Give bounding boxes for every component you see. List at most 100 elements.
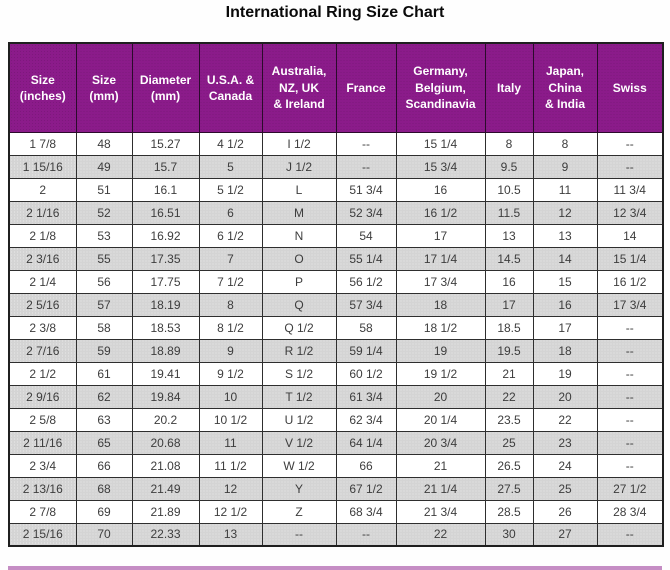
table-cell: 20 1/4: [395, 407, 486, 432]
header-size-mm: Size (mm): [75, 42, 133, 133]
table-cell: 12: [532, 200, 598, 225]
table-cell: N: [261, 223, 337, 248]
table-cell: 19: [395, 338, 486, 363]
table-cell: 14.5: [484, 246, 534, 271]
table-cell: 12 3/4: [596, 200, 664, 225]
table-cell: L: [261, 177, 337, 202]
table-cell: 19.84: [131, 384, 200, 409]
table-cell: 22: [395, 522, 486, 547]
table-cell: 2 11/16: [8, 430, 77, 455]
table-cell: 11: [532, 177, 598, 202]
table-cell: 59: [75, 338, 133, 363]
header-japan-china-india: Japan, China & India: [532, 42, 598, 133]
table-cell: 25: [532, 476, 598, 501]
table-cell: 59 1/4: [335, 338, 397, 363]
table-cell: --: [596, 338, 664, 363]
table-cell: 17: [532, 315, 598, 340]
table-cell: 24: [532, 453, 598, 478]
table-cell: --: [596, 154, 664, 179]
table-cell: 2 3/16: [8, 246, 77, 271]
table-cell: 51 3/4: [335, 177, 397, 202]
table-cell: --: [596, 361, 664, 386]
table-body: 1 7/8 48 15.27 4 1/2 I 1/2 -- 15 1/4 8 8 -- 1 15/1…: [8, 131, 664, 547]
table-cell: U 1/2: [261, 407, 337, 432]
table-row: 2 3/4 66 21.08 11 1/2 W 1/2 66 21 26.5 24 --: [8, 453, 664, 478]
next-section-edge: [8, 566, 662, 570]
table-cell: 17: [395, 223, 486, 248]
table-cell: 21.08: [131, 453, 200, 478]
table-cell: 62: [75, 384, 133, 409]
header-swiss: Swiss: [596, 42, 664, 133]
table-cell: 18.53: [131, 315, 200, 340]
table-cell: 17.75: [131, 269, 200, 294]
table-cell: 10: [198, 384, 263, 409]
table-cell: 7: [198, 246, 263, 271]
table-cell: --: [261, 522, 337, 547]
table-row: 2 13/16 68 21.49 12 Y 67 1/2 21 1/4 27.5 25 27 1/…: [8, 476, 664, 501]
table-row: 2 11/16 65 20.68 11 V 1/2 64 1/4 20 3/4 25 23 --: [8, 430, 664, 455]
table-cell: 15.27: [131, 131, 200, 156]
table-cell: 27.5: [484, 476, 534, 501]
table-cell: 22: [484, 384, 534, 409]
table-cell: I 1/2: [261, 131, 337, 156]
table-cell: Q: [261, 292, 337, 317]
table-cell: 15.7: [131, 154, 200, 179]
table-row: 2 15/16 70 22.33 13 -- -- 22 30 27 --: [8, 522, 664, 547]
header-usa-canada: U.S.A. & Canada: [198, 42, 263, 133]
table-cell: 2 13/16: [8, 476, 77, 501]
table-cell: 8: [532, 131, 598, 156]
table-cell: --: [596, 315, 664, 340]
table-cell: Z: [261, 499, 337, 524]
table-cell: 10.5: [484, 177, 534, 202]
table-cell: 65: [75, 430, 133, 455]
table-cell: --: [596, 407, 664, 432]
table-cell: 58: [75, 315, 133, 340]
table-cell: O: [261, 246, 337, 271]
table-cell: 21: [484, 361, 534, 386]
table-cell: 11 1/2: [198, 453, 263, 478]
table-cell: 62 3/4: [335, 407, 397, 432]
table-row: 2 3/8 58 18.53 8 1/2 Q 1/2 58 18 1/2 18.5 17 --: [8, 315, 664, 340]
page-title: International Ring Size Chart: [225, 4, 445, 21]
table-cell: 60 1/2: [335, 361, 397, 386]
table-cell: 61: [75, 361, 133, 386]
table-cell: 20: [395, 384, 486, 409]
table-cell: Q 1/2: [261, 315, 337, 340]
table-row: 2 1/8 53 16.92 6 1/2 N 54 17 13 13 14: [8, 223, 664, 248]
table-cell: 19 1/2: [395, 361, 486, 386]
table-row: 1 15/16 49 15.7 5 J 1/2 -- 15 3/4 9.5 9 --: [8, 154, 664, 179]
table-row: 2 5/16 57 18.19 8 Q 57 3/4 18 17 16 17 3/4: [8, 292, 664, 317]
table-cell: 17 3/4: [395, 269, 486, 294]
table-cell: 18.19: [131, 292, 200, 317]
table-cell: 2 7/8: [8, 499, 77, 524]
table-cell: 2 15/16: [8, 522, 77, 547]
table-cell: S 1/2: [261, 361, 337, 386]
header-australia-nz-uk-ireland: Australia, NZ, UK & Ireland: [261, 42, 337, 133]
table-cell: 26.5: [484, 453, 534, 478]
table-cell: 1 7/8: [8, 131, 77, 156]
table-row: 2 1/4 56 17.75 7 1/2 P 56 1/2 17 3/4 16 15 16 1/2: [8, 269, 664, 294]
table-cell: 57: [75, 292, 133, 317]
table-cell: 27: [532, 522, 598, 547]
table-cell: 21: [395, 453, 486, 478]
table-cell: 11.5: [484, 200, 534, 225]
table-cell: 20 3/4: [395, 430, 486, 455]
table-cell: V 1/2: [261, 430, 337, 455]
table-cell: 5: [198, 154, 263, 179]
table-cell: 2: [8, 177, 77, 202]
table-cell: 2 9/16: [8, 384, 77, 409]
table-cell: 17.35: [131, 246, 200, 271]
table-cell: 28.5: [484, 499, 534, 524]
table-cell: R 1/2: [261, 338, 337, 363]
header-france: France: [335, 42, 397, 133]
table-row: 2 7/16 59 18.89 9 R 1/2 59 1/4 19 19.5 18 --: [8, 338, 664, 363]
table-cell: 57 3/4: [335, 292, 397, 317]
table-cell: J 1/2: [261, 154, 337, 179]
table-cell: 15 1/4: [596, 246, 664, 271]
table-cell: 19.5: [484, 338, 534, 363]
table-cell: 9: [532, 154, 598, 179]
table-cell: 30: [484, 522, 534, 547]
table-cell: 9.5: [484, 154, 534, 179]
table-cell: 21 1/4: [395, 476, 486, 501]
table-cell: 2 7/16: [8, 338, 77, 363]
